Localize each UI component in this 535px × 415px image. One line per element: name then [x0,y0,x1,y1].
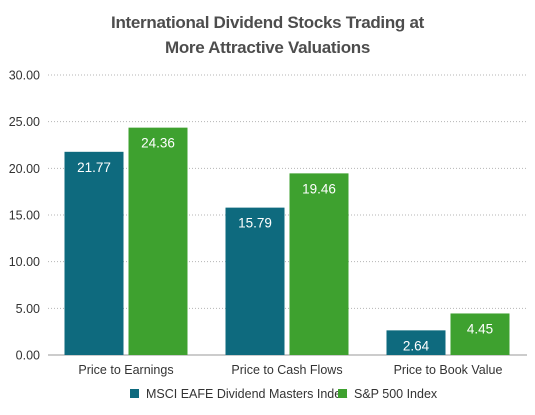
legend-swatch [338,389,347,398]
y-tick-label: 0.00 [16,349,40,363]
legend-label: S&P 500 Index [354,387,438,401]
data-label: 21.77 [77,160,111,175]
data-label: 4.45 [467,321,493,336]
chart-title-line-1: International Dividend Stocks Trading at [111,13,424,32]
y-tick-label: 5.00 [16,302,40,316]
bar-msci-1 [225,207,285,355]
bar-msci-2 [386,330,446,355]
data-label: 2.64 [403,338,430,353]
y-tick-label: 20.00 [9,162,40,176]
legend-swatch [130,389,139,398]
chart-title-line-2: More Attractive Valuations [164,38,371,57]
chart-title: International Dividend Stocks Trading at… [0,10,535,60]
gridlines [48,74,527,356]
y-tick-label: 30.00 [9,69,40,83]
y-tick-label: 25.00 [9,115,40,129]
bar-sp500-2 [450,313,510,355]
y-tick-label: 15.00 [9,209,40,223]
bar-sp500-1 [289,173,349,355]
data-label: 24.36 [141,136,175,151]
data-labels: 21.77 24.36 15.79 19.46 2.64 4.45 [77,136,493,354]
data-label: 15.79 [238,216,272,231]
bar-msci-0 [64,151,124,355]
category-label: Price to Cash Flows [231,363,342,377]
category-label: Price to Earnings [78,363,173,377]
category-label: Price to Book Value [394,363,503,377]
y-axis-ticks: 0.00 5.00 10.00 15.00 20.00 25.00 30.00 [9,69,40,363]
data-label: 19.46 [302,181,336,196]
y-tick-label: 10.00 [9,255,40,269]
legend-label: MSCI EAFE Dividend Masters Index [146,387,348,401]
bar-sp500-0 [128,127,188,355]
bars [64,127,510,355]
legend: MSCI EAFE Dividend Masters Index S&P 500 … [130,387,438,401]
x-axis-categories: Price to Earnings Price to Cash Flows Pric… [78,363,502,377]
